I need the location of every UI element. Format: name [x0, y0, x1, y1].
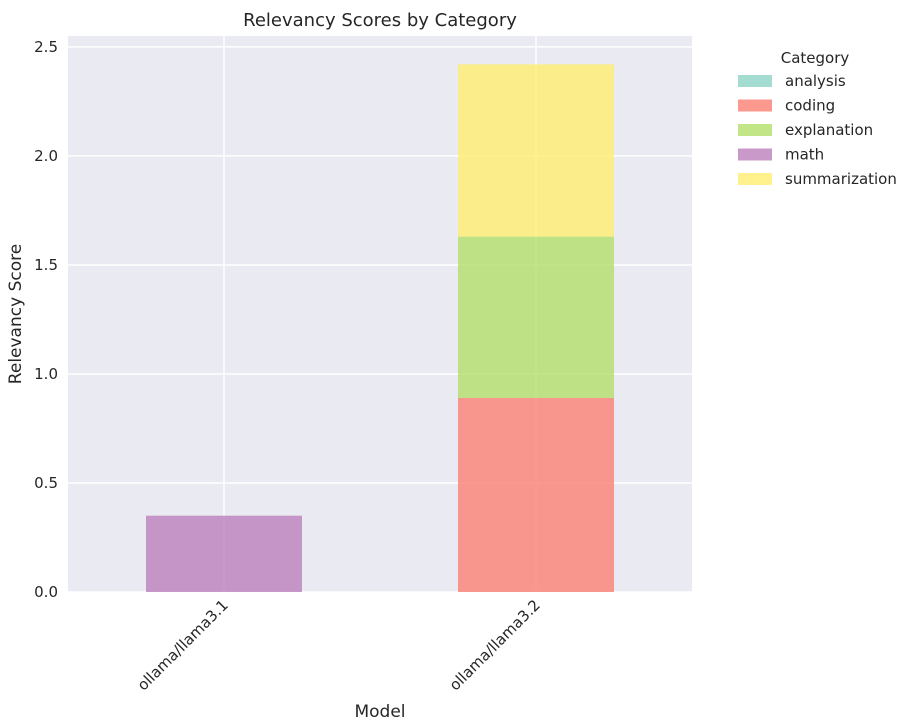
y-tick-labels: 0.0 0.5 1.0 1.5 2.0 2.5 — [34, 38, 58, 601]
y-tick-label: 2.0 — [34, 147, 58, 165]
legend-swatch-math — [738, 148, 772, 161]
legend-label-explanation: explanation — [785, 121, 873, 139]
bar-coding-1 — [458, 397, 614, 592]
x-tick-label: ollama/llama3.2 — [446, 596, 544, 694]
legend-label-analysis: analysis — [785, 72, 846, 90]
legend-swatch-coding — [738, 99, 772, 112]
legend-label-coding: coding — [785, 97, 835, 115]
bar-math-0 — [146, 515, 302, 592]
x-tick-labels: ollama/llama3.1 ollama/llama3.2 — [134, 596, 544, 694]
y-tick-label: 0.0 — [34, 583, 58, 601]
bar-explanation-1 — [458, 236, 614, 398]
legend-label-math: math — [785, 146, 824, 164]
legend-label-summarization: summarization — [785, 170, 897, 188]
y-tick-label: 1.0 — [34, 365, 58, 383]
chart-title: Relevancy Scores by Category — [243, 10, 517, 31]
x-tick-label: ollama/llama3.1 — [134, 596, 232, 694]
y-tick-label: 1.5 — [34, 256, 58, 274]
legend-title: Category — [781, 49, 850, 67]
legend-swatch-analysis — [738, 75, 772, 87]
legend-swatch-summarization — [738, 173, 772, 185]
y-tick-label: 0.5 — [34, 474, 58, 492]
legend: Category analysis coding explanation math su… — [738, 49, 897, 188]
bars — [146, 64, 614, 592]
y-tick-label: 2.5 — [34, 38, 58, 56]
x-axis-label: Model — [354, 702, 405, 722]
y-axis-label: Relevancy Score — [6, 244, 26, 384]
legend-swatch-explanation — [738, 124, 772, 136]
bar-summarization-1 — [458, 64, 614, 237]
